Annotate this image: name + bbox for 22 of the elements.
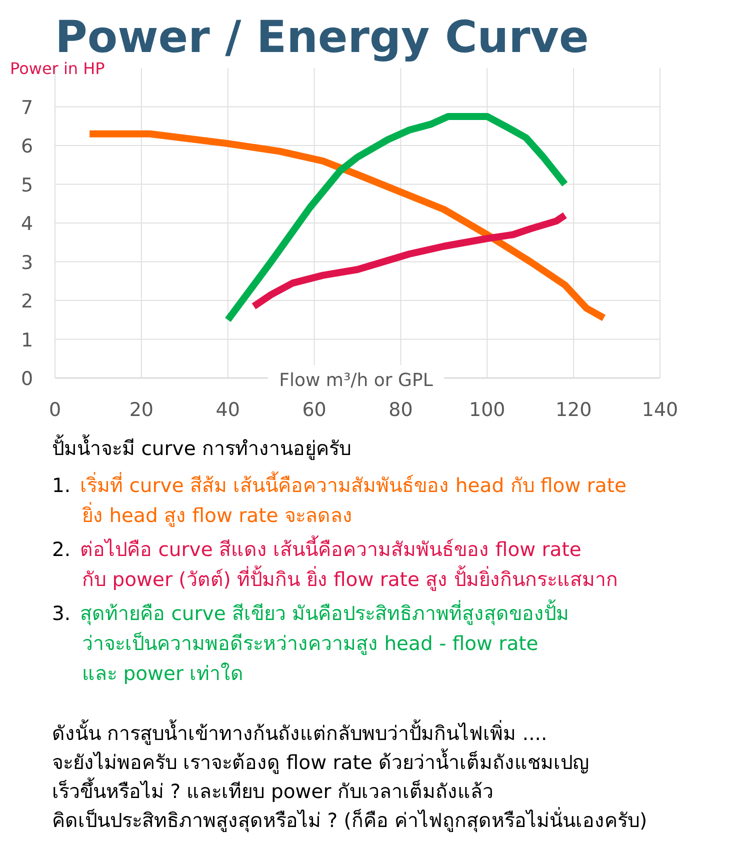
x-tick-label: 0 — [48, 399, 62, 421]
text: 3. สุดท้ายคือ curve สีเขียว มันคือประสิทธิภาพที่สูงสุดของปั้ม ว่าจะเป็นความพอดีระหว่างความสูง head - flow rate และ power เท่าใด — [52, 599, 570, 685]
y-tick-label: 0 — [20, 368, 34, 390]
x-tick-label: 20 — [129, 399, 154, 421]
text: ดังนั้น การสูบน้ำเข้าทางก้นถังแต่กลับพบว่าปั้มกินไฟเพิ่ม .... จะยังไม่พอครับ เราจะต้องดู flow rate ด้วยว่าน้ำเต็มถังแชมเปญ เร็วขึ้นหรือไม่ ? และเทียบ power กับเวลาเต็มถังแล้ว คิดเป็นประสิทธิภาพสูงสุดหรือไม่ ? (ก็คือ ค่าไฟถูกสุดหรือไม่นั่นเองครับ) — [52, 719, 648, 833]
text: 1. เริ่มที่ curve สีส้ม เส้นนี้คือความสัมพันธ์ของ head กับ flow rate ยิ่ง head สูง flow rate จะลดลง — [52, 471, 626, 528]
x-tick-label: 100 — [469, 399, 506, 421]
y-tick-label: 3 — [20, 252, 34, 274]
x-tick-label: 40 — [216, 399, 240, 421]
y-tick-label: 1 — [20, 329, 34, 352]
y-tick-label: 4 — [20, 213, 34, 235]
x-tick-label: 60 — [302, 399, 326, 421]
x-axis-title: Flow m³/h or GPL — [279, 370, 433, 391]
text: ปั้มน้ำจะมี curve การทำงานอยู่ครับ — [52, 434, 352, 461]
y-tick-label: 2 — [20, 290, 34, 312]
x-tick-label: 80 — [388, 399, 413, 421]
x-tick-label: 140 — [642, 399, 678, 421]
y-tick-label: 6 — [20, 136, 34, 158]
y-tick-label: 7 — [20, 96, 34, 119]
text: 2. ต่อไปคือ curve สีแดง เส้นนี้คือความสัมพันธ์ของ flow rate กับ power (วัตต์) ที่ปั้มกิน ยิ่ง flow rate สูง ปั้มยิ่งกินกระแสมาก — [52, 535, 618, 592]
x-tick-label: 120 — [555, 399, 592, 421]
y-tick-label: 5 — [20, 174, 34, 196]
